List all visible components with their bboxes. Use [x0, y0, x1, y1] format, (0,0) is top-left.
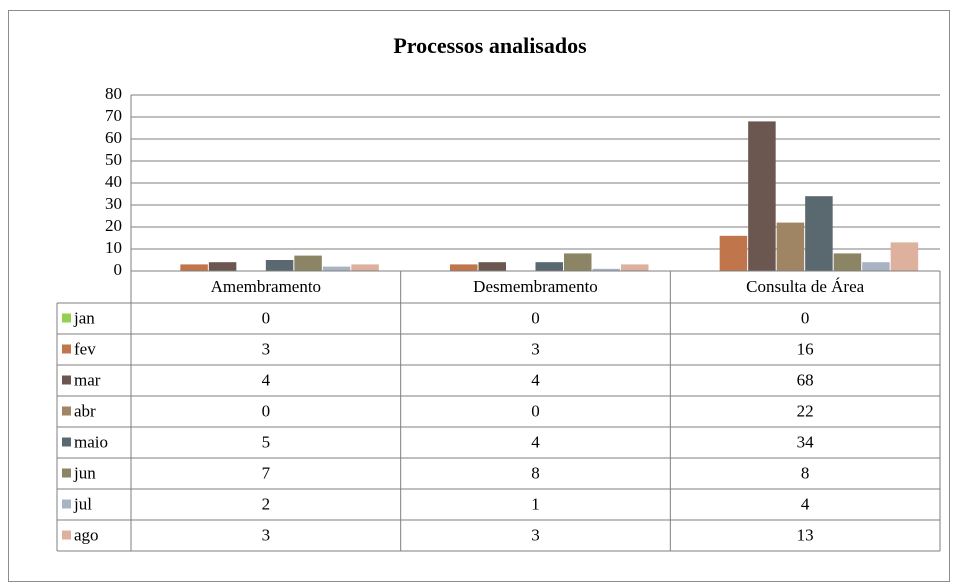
- y-tick-label: 60: [105, 128, 122, 147]
- chart-title: Processos analisados: [393, 33, 587, 58]
- table-value: 3: [531, 525, 540, 544]
- y-tick-label: 70: [105, 106, 122, 125]
- legend-label: jun: [73, 463, 96, 482]
- y-tick-label: 50: [105, 150, 122, 169]
- y-tick-label: 10: [105, 238, 122, 257]
- table-value: 34: [797, 432, 815, 451]
- table-value: 4: [801, 494, 810, 513]
- table-value: 4: [262, 370, 271, 389]
- legend-label: ago: [74, 525, 99, 544]
- legend-label: abr: [74, 401, 96, 420]
- legend-key: [62, 499, 71, 509]
- legend-key: [62, 530, 71, 540]
- bar: [748, 121, 776, 272]
- bar: [592, 268, 620, 271]
- table-value: 1: [531, 494, 540, 513]
- bar: [180, 264, 208, 271]
- table-value: 0: [531, 308, 540, 327]
- bar: [351, 264, 379, 271]
- legend-key: [62, 437, 71, 447]
- legend-key: [62, 468, 71, 478]
- bar: [294, 255, 322, 271]
- bar: [535, 262, 563, 271]
- bar: [621, 264, 649, 271]
- bar: [208, 262, 237, 271]
- y-tick-label: 80: [105, 84, 122, 103]
- table-value: 68: [797, 370, 814, 389]
- x-tick-label: Consulta de Área: [746, 277, 864, 296]
- legend-label: jul: [73, 494, 92, 513]
- bar: [890, 242, 919, 271]
- table-value: 2: [262, 494, 271, 513]
- bar: [776, 222, 805, 271]
- y-tick-label: 20: [105, 216, 122, 235]
- table-value: 3: [531, 339, 540, 358]
- table-value: 13: [797, 525, 814, 544]
- table-value: 3: [262, 339, 271, 358]
- table-value: 0: [801, 308, 810, 327]
- table-value: 16: [797, 339, 814, 358]
- chart-border: [8, 10, 950, 582]
- legend-key: [62, 406, 71, 416]
- table-value: 3: [262, 525, 271, 544]
- bar: [862, 262, 890, 271]
- bar: [564, 253, 592, 271]
- bar: [450, 264, 478, 271]
- table-value: 8: [801, 463, 810, 482]
- table-value: 4: [531, 370, 540, 389]
- table-value: 5: [262, 432, 271, 451]
- table-value: 0: [262, 308, 271, 327]
- legend-key: [62, 375, 71, 385]
- bar: [805, 196, 833, 271]
- table-value: 0: [531, 401, 540, 420]
- legend-key: [62, 313, 71, 323]
- legend-key: [62, 344, 71, 354]
- x-tick-label: Amembramento: [211, 277, 321, 296]
- y-tick-label: 40: [105, 172, 122, 191]
- legend-label: fev: [74, 339, 96, 358]
- table-value: 22: [797, 401, 814, 420]
- table-value: 8: [531, 463, 540, 482]
- bar: [719, 235, 748, 271]
- legend-label: maio: [74, 432, 108, 451]
- bar: [265, 260, 294, 271]
- table-value: 0: [262, 401, 271, 420]
- x-tick-label: Desmembramento: [473, 277, 598, 296]
- table-value: 7: [262, 463, 271, 482]
- bar: [833, 253, 862, 271]
- legend-label: mar: [74, 370, 101, 389]
- legend-label: jan: [73, 308, 95, 327]
- bar: [478, 262, 506, 271]
- y-tick-label: 0: [114, 260, 123, 279]
- y-tick-label: 30: [105, 194, 122, 213]
- bar: [322, 266, 351, 271]
- table-value: 4: [531, 432, 540, 451]
